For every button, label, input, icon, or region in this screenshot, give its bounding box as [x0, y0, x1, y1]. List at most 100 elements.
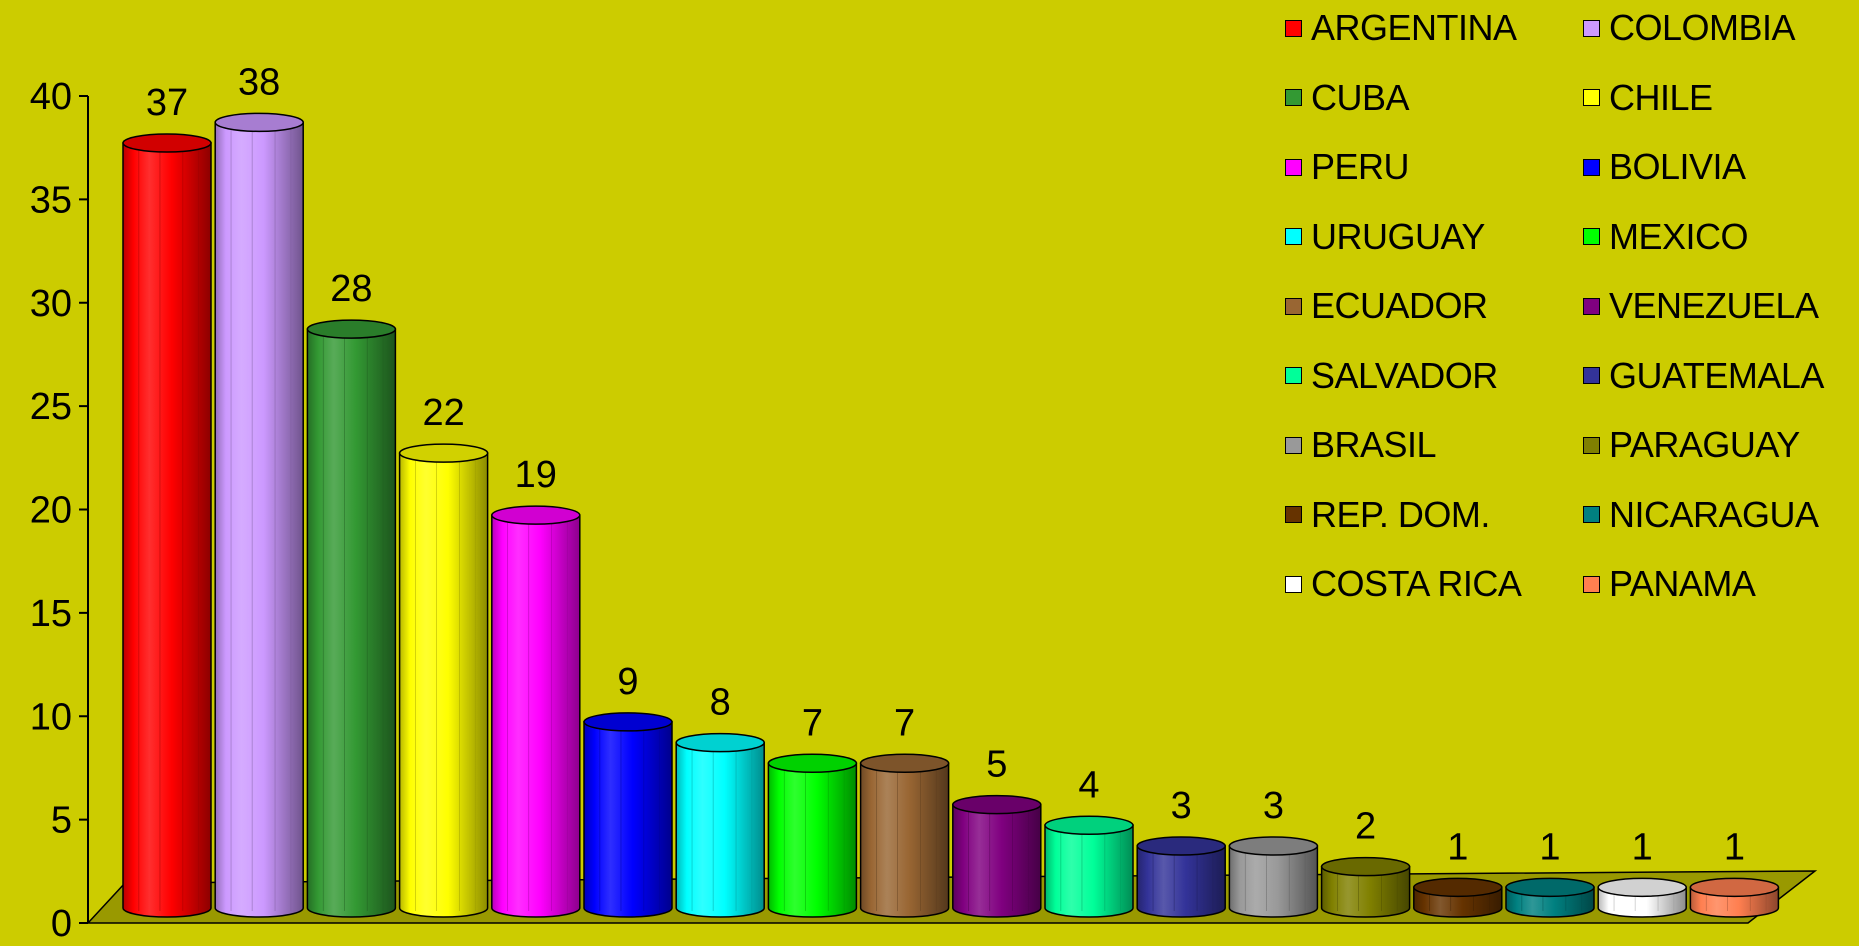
legend-swatch [1285, 575, 1302, 593]
y-tick-label: 5 [51, 800, 72, 842]
legend-label: SALVADOR [1311, 354, 1498, 396]
data-label: 3 [1263, 785, 1284, 827]
bar-chile [398, 443, 489, 918]
legend-label: NICARAGUA [1609, 493, 1819, 535]
y-tick-label: 10 [30, 696, 72, 738]
legend-label: CUBA [1311, 76, 1410, 118]
bar-top [214, 112, 304, 133]
bar-top [1505, 877, 1595, 898]
bar-top [675, 732, 765, 753]
legend-label: CHILE [1609, 76, 1713, 118]
bar-bolivia [583, 712, 673, 918]
bar-top [1320, 856, 1411, 877]
legend-item: ARGENTINA [1285, 7, 1583, 48]
data-label: 19 [515, 454, 557, 496]
data-label: 8 [710, 682, 731, 724]
legend-swatch [1285, 297, 1302, 315]
legend-label: URUGUAY [1311, 215, 1485, 257]
legend-swatch [1583, 575, 1600, 593]
legend-label: REP. DOM. [1311, 493, 1490, 535]
legend-label: PERU [1311, 146, 1410, 187]
legend-item: BOLIVIA [1583, 146, 1843, 187]
bar-top [1136, 836, 1226, 856]
legend-item: SALVADOR [1285, 354, 1583, 396]
bar-top [859, 753, 950, 774]
legend-swatch [1583, 506, 1600, 523]
bar-body [306, 328, 397, 918]
bar-top [583, 712, 673, 732]
legend-label: MEXICO [1609, 215, 1749, 257]
legend-swatch [1583, 19, 1600, 37]
bar-cuba [306, 319, 397, 918]
data-label: 7 [894, 702, 915, 744]
bar-body [398, 452, 489, 918]
data-label: 37 [146, 82, 188, 124]
bar-top [1044, 815, 1134, 836]
data-label: 3 [1171, 785, 1192, 827]
legend-item: PANAMA [1583, 563, 1843, 604]
bar-top [398, 443, 489, 463]
data-label: 4 [1078, 764, 1099, 806]
bar-venezuela [952, 794, 1042, 918]
bar-body [767, 762, 858, 918]
legend-item: GUATEMALA [1583, 354, 1843, 396]
data-label: 7 [802, 702, 823, 744]
legend-item: CHILE [1583, 76, 1843, 118]
legend: ARGENTINA COLOMBIA CUBA CHILE PERU BOLIVIA URU… [1285, 7, 1843, 634]
legend-label: PARAGUAY [1609, 424, 1800, 465]
legend-label: ARGENTINA [1311, 7, 1517, 48]
legend-item: BRASIL [1285, 424, 1583, 465]
bar-mexico [767, 753, 858, 918]
legend-item: CUBA [1285, 76, 1583, 118]
bar-top [491, 505, 581, 525]
bar-guatemala [1136, 836, 1226, 918]
legend-label: BOLIVIA [1609, 146, 1746, 187]
bar-top [1228, 836, 1319, 856]
legend-swatch [1285, 19, 1302, 37]
legend-label: GUATEMALA [1609, 354, 1824, 396]
legend-item: VENEZUELA [1583, 285, 1843, 326]
legend-item: COLOMBIA [1583, 7, 1843, 48]
bar-costa-rica [1597, 877, 1687, 918]
data-label: 2 [1355, 806, 1376, 848]
data-label: 38 [238, 61, 280, 103]
data-label: 1 [1539, 826, 1560, 868]
y-tick-label: 20 [30, 490, 72, 532]
legend-swatch [1583, 367, 1600, 384]
bar-argentina [122, 133, 212, 918]
legend-swatch [1583, 89, 1600, 106]
legend-item: PERU [1285, 146, 1583, 187]
data-label: 9 [617, 661, 638, 703]
bar-top [306, 319, 397, 339]
y-tick-label: 25 [30, 386, 72, 428]
bar-peru [491, 505, 581, 918]
bar-body [122, 142, 212, 918]
bar-nicaragua [1505, 877, 1595, 918]
data-label: 5 [986, 744, 1007, 786]
legend-swatch [1285, 436, 1302, 454]
legend-swatch [1583, 297, 1600, 315]
y-tick-label: 0 [51, 903, 72, 941]
data-label: 22 [422, 392, 464, 434]
y-tick-label: 15 [30, 593, 72, 635]
legend-swatch [1583, 228, 1600, 245]
bar-body [1136, 845, 1226, 918]
bar-panama [1689, 877, 1780, 918]
y-tick-label: 30 [30, 283, 72, 325]
bar-paraguay [1320, 856, 1411, 918]
legend-swatch [1285, 506, 1302, 523]
data-label: 1 [1447, 826, 1468, 868]
bar-rep-dom [1413, 877, 1503, 918]
legend-swatch [1583, 158, 1600, 176]
legend-label: COLOMBIA [1609, 7, 1796, 48]
bar-top [1413, 877, 1503, 898]
bar-body [583, 721, 673, 918]
data-label: 1 [1632, 826, 1653, 868]
bar-uruguay [675, 732, 765, 918]
legend-swatch [1285, 158, 1302, 176]
legend-swatch [1583, 436, 1600, 454]
legend-swatch [1285, 367, 1302, 384]
data-label: 28 [330, 268, 372, 310]
